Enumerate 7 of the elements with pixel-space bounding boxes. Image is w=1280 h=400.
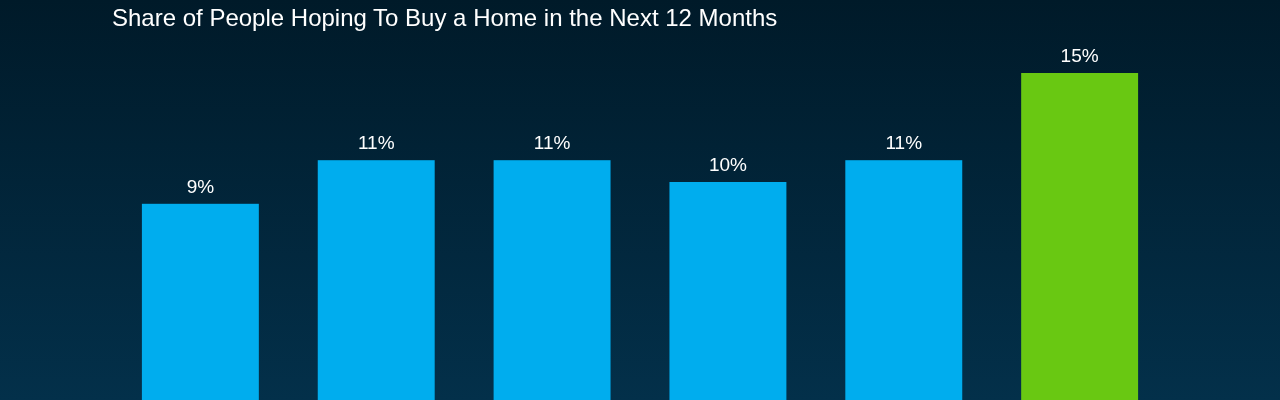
data-label: 11% — [885, 132, 923, 154]
data-label: 11% — [533, 132, 571, 154]
data-label: 9% — [186, 175, 215, 197]
data-label: 11% — [357, 132, 395, 154]
data-label: 10% — [708, 154, 748, 175]
data-label: 15% — [1060, 45, 1099, 66]
chart-title: Share of People Hoping To Buy a Home in the Next 12 Months — [112, 4, 778, 31]
